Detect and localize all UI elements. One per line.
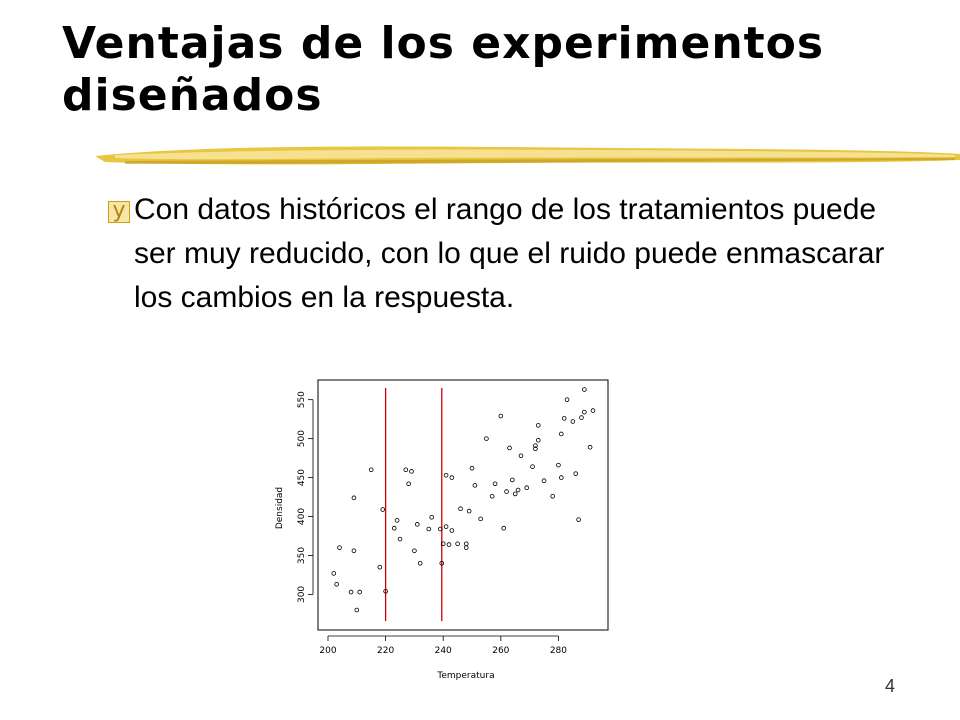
data-point: [492, 481, 498, 487]
data-point: [403, 467, 409, 473]
x-tick-label: 280: [550, 646, 567, 656]
x-tick-label: 240: [435, 646, 452, 656]
data-point: [463, 545, 469, 550]
y-bullet-icon: y: [108, 200, 130, 223]
data-point: [530, 464, 535, 469]
data-point: [443, 524, 449, 529]
data-point: [564, 397, 570, 402]
data-point: [472, 483, 478, 488]
data-point: [426, 526, 432, 532]
data-point: [394, 518, 400, 523]
data-point: [380, 507, 386, 512]
bullet-item: y Con datos históricos el rango de los tr…: [108, 188, 904, 320]
data-point: [573, 471, 579, 476]
data-point: [498, 413, 504, 419]
data-point: [351, 495, 357, 501]
data-point: [556, 462, 561, 468]
data-point: [576, 517, 581, 522]
data-point: [541, 478, 547, 483]
y-tick-label: 550: [297, 391, 307, 408]
data-point: [510, 477, 515, 483]
data-point: [334, 581, 339, 587]
y-tick-label: 400: [297, 508, 307, 525]
data-point: [466, 508, 472, 514]
data-point: [582, 409, 587, 415]
data-point: [397, 536, 403, 542]
data-point: [515, 487, 521, 493]
data-point: [484, 436, 489, 441]
data-point: [337, 545, 342, 550]
data-point: [469, 465, 475, 471]
y-tick-label: 450: [297, 469, 307, 486]
data-point: [351, 548, 357, 554]
y-tick-label: 300: [297, 586, 307, 603]
page-number: 4: [885, 676, 896, 696]
slide-title: Ventajas de los experimentos diseñados: [62, 18, 825, 121]
data-point: [507, 445, 512, 451]
data-point: [489, 493, 495, 499]
data-point: [582, 387, 587, 392]
x-tick-label: 260: [492, 646, 509, 656]
y-tick-label: 500: [297, 430, 307, 447]
data-point: [455, 541, 460, 547]
data-point: [449, 475, 455, 480]
data-point: [409, 469, 414, 474]
data-point: [406, 481, 411, 487]
data-point: [377, 564, 383, 570]
y-tick-label: 350: [297, 547, 307, 564]
data-point: [590, 408, 596, 413]
data-point: [439, 560, 445, 566]
data-point: [429, 515, 434, 520]
data-point: [570, 419, 576, 424]
y-axis-label: Densidad: [275, 487, 285, 529]
data-point: [533, 443, 538, 448]
plot-frame: [317, 379, 609, 631]
data-point: [579, 415, 584, 420]
data-point: [331, 571, 337, 576]
data-point: [504, 489, 509, 494]
x-tick-label: 200: [319, 646, 336, 656]
data-point: [414, 522, 420, 527]
data-point: [412, 548, 417, 554]
data-point: [478, 516, 483, 522]
data-point: [550, 493, 555, 499]
data-point: [561, 416, 567, 421]
data-point: [559, 431, 564, 437]
data-point: [446, 542, 452, 547]
data-point: [463, 541, 469, 547]
data-point: [417, 560, 423, 566]
data-point: [449, 528, 455, 533]
data-point: [501, 525, 507, 531]
data-point: [354, 607, 360, 613]
data-point: [440, 541, 446, 547]
data-point: [348, 589, 354, 595]
x-tick-label: 220: [377, 646, 394, 656]
brushstroke-highlight: [115, 149, 955, 160]
bullet-text: Con datos históricos el rango de los tra…: [134, 193, 885, 314]
data-point: [587, 444, 593, 450]
data-point: [533, 446, 538, 452]
brushstroke-shadow: [125, 158, 955, 164]
data-point: [438, 526, 443, 532]
data-point: [518, 453, 524, 459]
data-point: [357, 589, 362, 595]
data-point: [391, 525, 397, 531]
data-point: [559, 475, 564, 480]
x-axis-label: Temperatura: [436, 671, 494, 681]
data-point: [368, 467, 374, 473]
title-underline-brushstroke: [95, 146, 960, 165]
data-point: [383, 589, 388, 594]
scatter-chart: 200 220 240 260 280 300 350 400 450 500 550 Tempe…: [275, 379, 609, 681]
data-point: [512, 491, 518, 497]
data-point: [443, 472, 449, 478]
data-point: [535, 437, 541, 443]
data-point: [535, 423, 541, 428]
data-point: [524, 485, 530, 491]
data-point: [458, 506, 463, 512]
